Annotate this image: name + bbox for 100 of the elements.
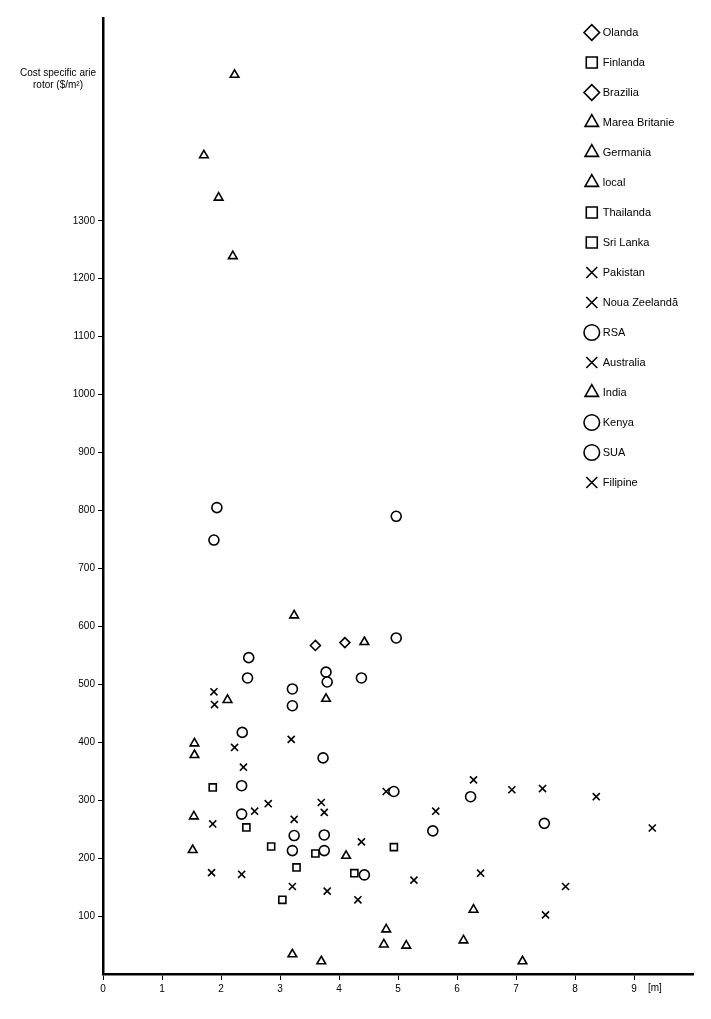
y-tick-label: 1100 xyxy=(73,330,96,342)
point xyxy=(198,149,210,159)
point xyxy=(561,882,570,891)
x-axis-title: [m] xyxy=(648,981,663,993)
point xyxy=(286,683,299,695)
x-tick-label: 4 xyxy=(336,982,343,994)
point xyxy=(237,870,246,879)
legend-label: Germania xyxy=(602,145,652,158)
point xyxy=(288,829,300,842)
point xyxy=(381,787,391,796)
point xyxy=(468,903,479,913)
x-tick-label: 9 xyxy=(631,982,638,994)
x-tick-label: 5 xyxy=(395,982,402,994)
y-tick-label: 1200 xyxy=(72,272,96,284)
point xyxy=(263,799,273,808)
y-tick-label: 500 xyxy=(78,678,96,690)
point xyxy=(317,752,329,764)
legend-label: Pakistan xyxy=(602,265,645,278)
point xyxy=(289,814,299,824)
point xyxy=(188,810,199,820)
legend-label: Australia xyxy=(602,355,647,368)
point xyxy=(239,762,248,772)
point xyxy=(213,191,224,201)
legend-label: Kenya xyxy=(602,415,635,428)
point xyxy=(222,694,233,704)
point xyxy=(235,779,248,792)
x-tick-label: 8 xyxy=(572,982,579,994)
point xyxy=(401,939,412,949)
point xyxy=(427,825,439,837)
point xyxy=(321,676,333,688)
point xyxy=(236,726,249,739)
y-tick-label: 100 xyxy=(78,909,96,921)
point xyxy=(458,934,469,944)
y-tick-label: 900 xyxy=(78,446,96,458)
point xyxy=(241,672,254,684)
point xyxy=(278,895,287,905)
point xyxy=(339,636,351,649)
point xyxy=(316,798,326,807)
point xyxy=(476,868,485,878)
x-tick-label: 6 xyxy=(454,982,461,994)
point xyxy=(292,863,301,872)
point xyxy=(318,844,331,857)
point xyxy=(320,666,332,678)
x-tick-label: 0 xyxy=(100,982,107,994)
point xyxy=(209,687,219,697)
legend-label: Brazilia xyxy=(602,85,640,98)
point xyxy=(507,785,517,795)
point xyxy=(311,849,320,858)
y-axis-title: Cost specific arie rotor ($/m²) xyxy=(19,66,97,90)
point xyxy=(319,808,329,817)
x-tick-label: 2 xyxy=(218,982,225,994)
point xyxy=(355,672,368,684)
point xyxy=(288,882,297,891)
point xyxy=(235,808,248,820)
point xyxy=(409,875,419,885)
point xyxy=(286,699,299,712)
y-tick-label: 400 xyxy=(78,735,96,747)
point xyxy=(388,785,400,798)
legend-label: India xyxy=(602,385,628,398)
point xyxy=(378,938,389,948)
y-tick-label: 800 xyxy=(78,504,96,516)
point xyxy=(517,955,528,965)
point xyxy=(390,510,403,523)
legend-label: Finlanda xyxy=(602,55,646,68)
point xyxy=(541,910,550,920)
y-tick-label: 700 xyxy=(78,562,96,574)
legend-label: Olanda xyxy=(602,25,640,38)
legend-label: Sri Lanka xyxy=(602,235,651,248)
point xyxy=(242,651,255,664)
point xyxy=(322,886,332,896)
point xyxy=(353,895,363,905)
point xyxy=(309,639,322,652)
y-tick-label: 1300 xyxy=(72,214,96,226)
legend-label: Filipine xyxy=(602,475,638,488)
point xyxy=(358,869,371,881)
point xyxy=(538,817,551,830)
point xyxy=(289,609,300,619)
legend-label: SUA xyxy=(602,445,627,458)
point xyxy=(359,636,370,646)
point xyxy=(538,784,547,793)
y-tick-label: 600 xyxy=(78,620,96,632)
point xyxy=(464,790,477,803)
point xyxy=(286,844,299,857)
x-tick-label: 7 xyxy=(513,982,520,994)
point xyxy=(316,955,327,965)
point xyxy=(591,792,601,802)
point xyxy=(230,743,239,752)
point xyxy=(207,868,216,877)
point xyxy=(390,632,403,644)
point xyxy=(340,850,352,860)
point xyxy=(208,534,220,546)
point xyxy=(229,68,240,79)
point xyxy=(208,783,218,792)
point xyxy=(187,844,198,854)
point xyxy=(189,749,200,759)
legend-label: Thailanda xyxy=(602,205,652,218)
point xyxy=(350,868,359,878)
point xyxy=(208,819,218,829)
legend-label: local xyxy=(602,175,626,188)
y-tick-label: 300 xyxy=(78,793,96,805)
